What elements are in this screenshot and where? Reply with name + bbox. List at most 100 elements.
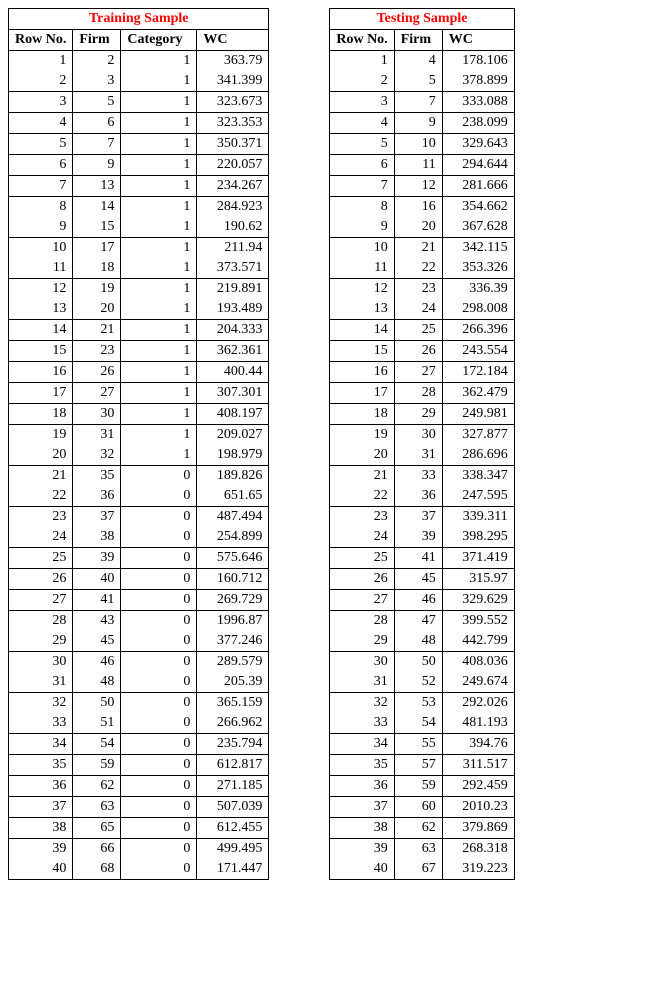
table-cell: 34	[9, 734, 73, 755]
table-cell: 6	[330, 155, 394, 176]
table-cell: 0	[121, 713, 197, 734]
table-row: 1728362.479	[330, 383, 514, 404]
table-cell: 66	[73, 839, 121, 860]
table-cell: 43	[73, 611, 121, 632]
table-cell: 38	[330, 818, 394, 839]
table-cell: 235.794	[197, 734, 269, 755]
table-cell: 35	[9, 755, 73, 776]
table-cell: 1	[121, 279, 197, 300]
table-cell: 379.869	[442, 818, 514, 839]
table-cell: 10	[330, 238, 394, 259]
table-cell: 315.97	[442, 569, 514, 590]
table-cell: 26	[394, 341, 442, 362]
table-cell: 37	[330, 797, 394, 818]
table-cell: 254.899	[197, 527, 269, 548]
table-cell: 0	[121, 652, 197, 673]
table-row: 3354481.193	[330, 713, 514, 734]
table-cell: 160.712	[197, 569, 269, 590]
table-cell: 35	[330, 755, 394, 776]
table-cell: 0	[121, 631, 197, 652]
table-cell: 15	[330, 341, 394, 362]
table-row: 40680171.447	[9, 859, 269, 880]
table-row: 19311209.027	[9, 425, 269, 446]
table-cell: 7	[394, 92, 442, 113]
table-cell: 7	[330, 176, 394, 197]
table-row: 26400160.712	[9, 569, 269, 590]
table-cell: 4	[394, 51, 442, 72]
table-cell: 0	[121, 797, 197, 818]
table-cell: 342.115	[442, 238, 514, 259]
table-cell: 11	[9, 258, 73, 279]
table-cell: 363.79	[197, 51, 269, 72]
table-cell: 336.39	[442, 279, 514, 300]
training-table: Training SampleRow No.FirmCategoryWC1213…	[8, 8, 269, 880]
table-cell: 54	[394, 713, 442, 734]
table-row: 2236247.595	[330, 486, 514, 507]
table-cell: 12	[330, 279, 394, 300]
table-row: 1223336.39	[330, 279, 514, 300]
table-cell: 48	[394, 631, 442, 652]
table-cell: 9	[9, 217, 73, 238]
table-cell: 211.94	[197, 238, 269, 259]
table-cell: 0	[121, 755, 197, 776]
table-cell: 40	[73, 569, 121, 590]
table-cell: 0	[121, 776, 197, 797]
table-cell: 269.729	[197, 590, 269, 611]
table-cell: 651.65	[197, 486, 269, 507]
table-cell: 7	[9, 176, 73, 197]
table-row: 351323.673	[9, 92, 269, 113]
column-header: Firm	[394, 30, 442, 51]
table-cell: 40	[330, 859, 394, 880]
table-row: 10171211.94	[9, 238, 269, 259]
table-cell: 16	[394, 197, 442, 218]
table-cell: 9	[394, 113, 442, 134]
table-cell: 63	[394, 839, 442, 860]
table-cell: 0	[121, 818, 197, 839]
table-cell: 1	[121, 445, 197, 466]
table-row: 2337339.311	[330, 507, 514, 528]
table-cell: 398.295	[442, 527, 514, 548]
table-cell: 268.318	[442, 839, 514, 860]
table-cell: 27	[330, 590, 394, 611]
table-cell: 193.489	[197, 299, 269, 320]
table-cell: 220.057	[197, 155, 269, 176]
table-row: 37333.088	[330, 92, 514, 113]
table-cell: 36	[394, 486, 442, 507]
table-cell: 1	[121, 113, 197, 134]
table-row: 20321198.979	[9, 445, 269, 466]
table-cell: 499.495	[197, 839, 269, 860]
table-row: 1829249.981	[330, 404, 514, 425]
table-cell: 37	[9, 797, 73, 818]
table-cell: 7	[73, 134, 121, 155]
table-cell: 39	[9, 839, 73, 860]
table-cell: 329.643	[442, 134, 514, 155]
table-cell: 54	[73, 734, 121, 755]
table-cell: 338.347	[442, 466, 514, 487]
table-row: 3152249.674	[330, 672, 514, 693]
table-cell: 62	[73, 776, 121, 797]
table-cell: 25	[9, 548, 73, 569]
table-cell: 249.674	[442, 672, 514, 693]
table-cell: 52	[394, 672, 442, 693]
table-row: 14178.106	[330, 51, 514, 72]
table-row: 231341.399	[9, 71, 269, 92]
table-cell: 0	[121, 466, 197, 487]
table-cell: 59	[73, 755, 121, 776]
table-row: 3557311.517	[330, 755, 514, 776]
table-cell: 1	[121, 176, 197, 197]
table-cell: 341.399	[197, 71, 269, 92]
table-cell: 0	[121, 859, 197, 880]
table-cell: 18	[9, 404, 73, 425]
table-row: 13201193.489	[9, 299, 269, 320]
table-cell: 249.981	[442, 404, 514, 425]
table-cell: 45	[73, 631, 121, 652]
table-cell: 0	[121, 590, 197, 611]
table-cell: 19	[330, 425, 394, 446]
table-cell: 21	[9, 466, 73, 487]
table-cell: 20	[73, 299, 121, 320]
table-row: 4067319.223	[330, 859, 514, 880]
table-cell: 36	[330, 776, 394, 797]
table-cell: 311.517	[442, 755, 514, 776]
table-cell: 234.267	[197, 176, 269, 197]
table-cell: 400.44	[197, 362, 269, 383]
